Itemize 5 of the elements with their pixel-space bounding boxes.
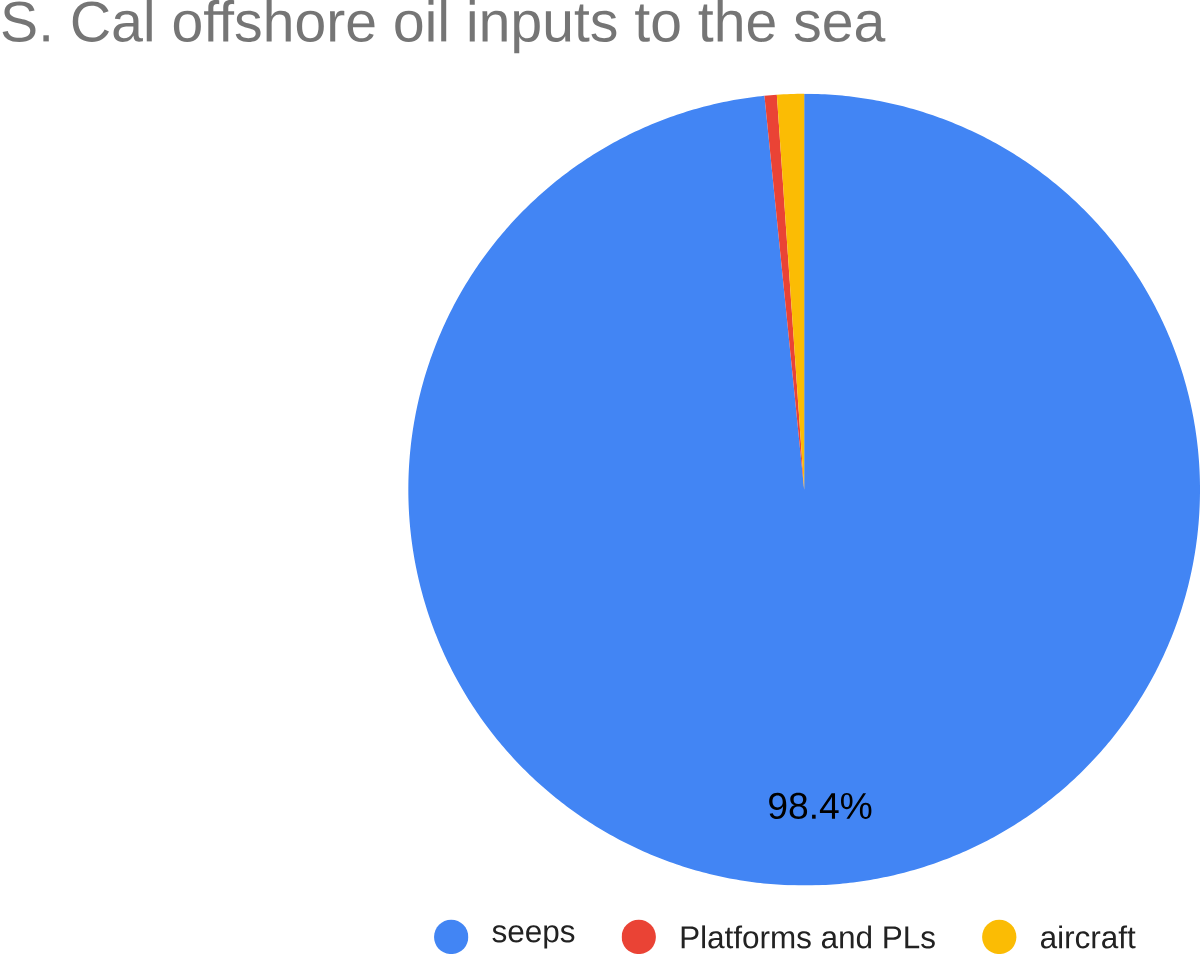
chart-title: S. Cal offshore oil inputs to the sea [2,0,886,54]
legend-label: Platforms and PLs [681,925,935,949]
legend-label: seeps [492,925,575,949]
legend-label: aircraft [1041,925,1136,949]
data-label: 98.4% [769,792,872,820]
